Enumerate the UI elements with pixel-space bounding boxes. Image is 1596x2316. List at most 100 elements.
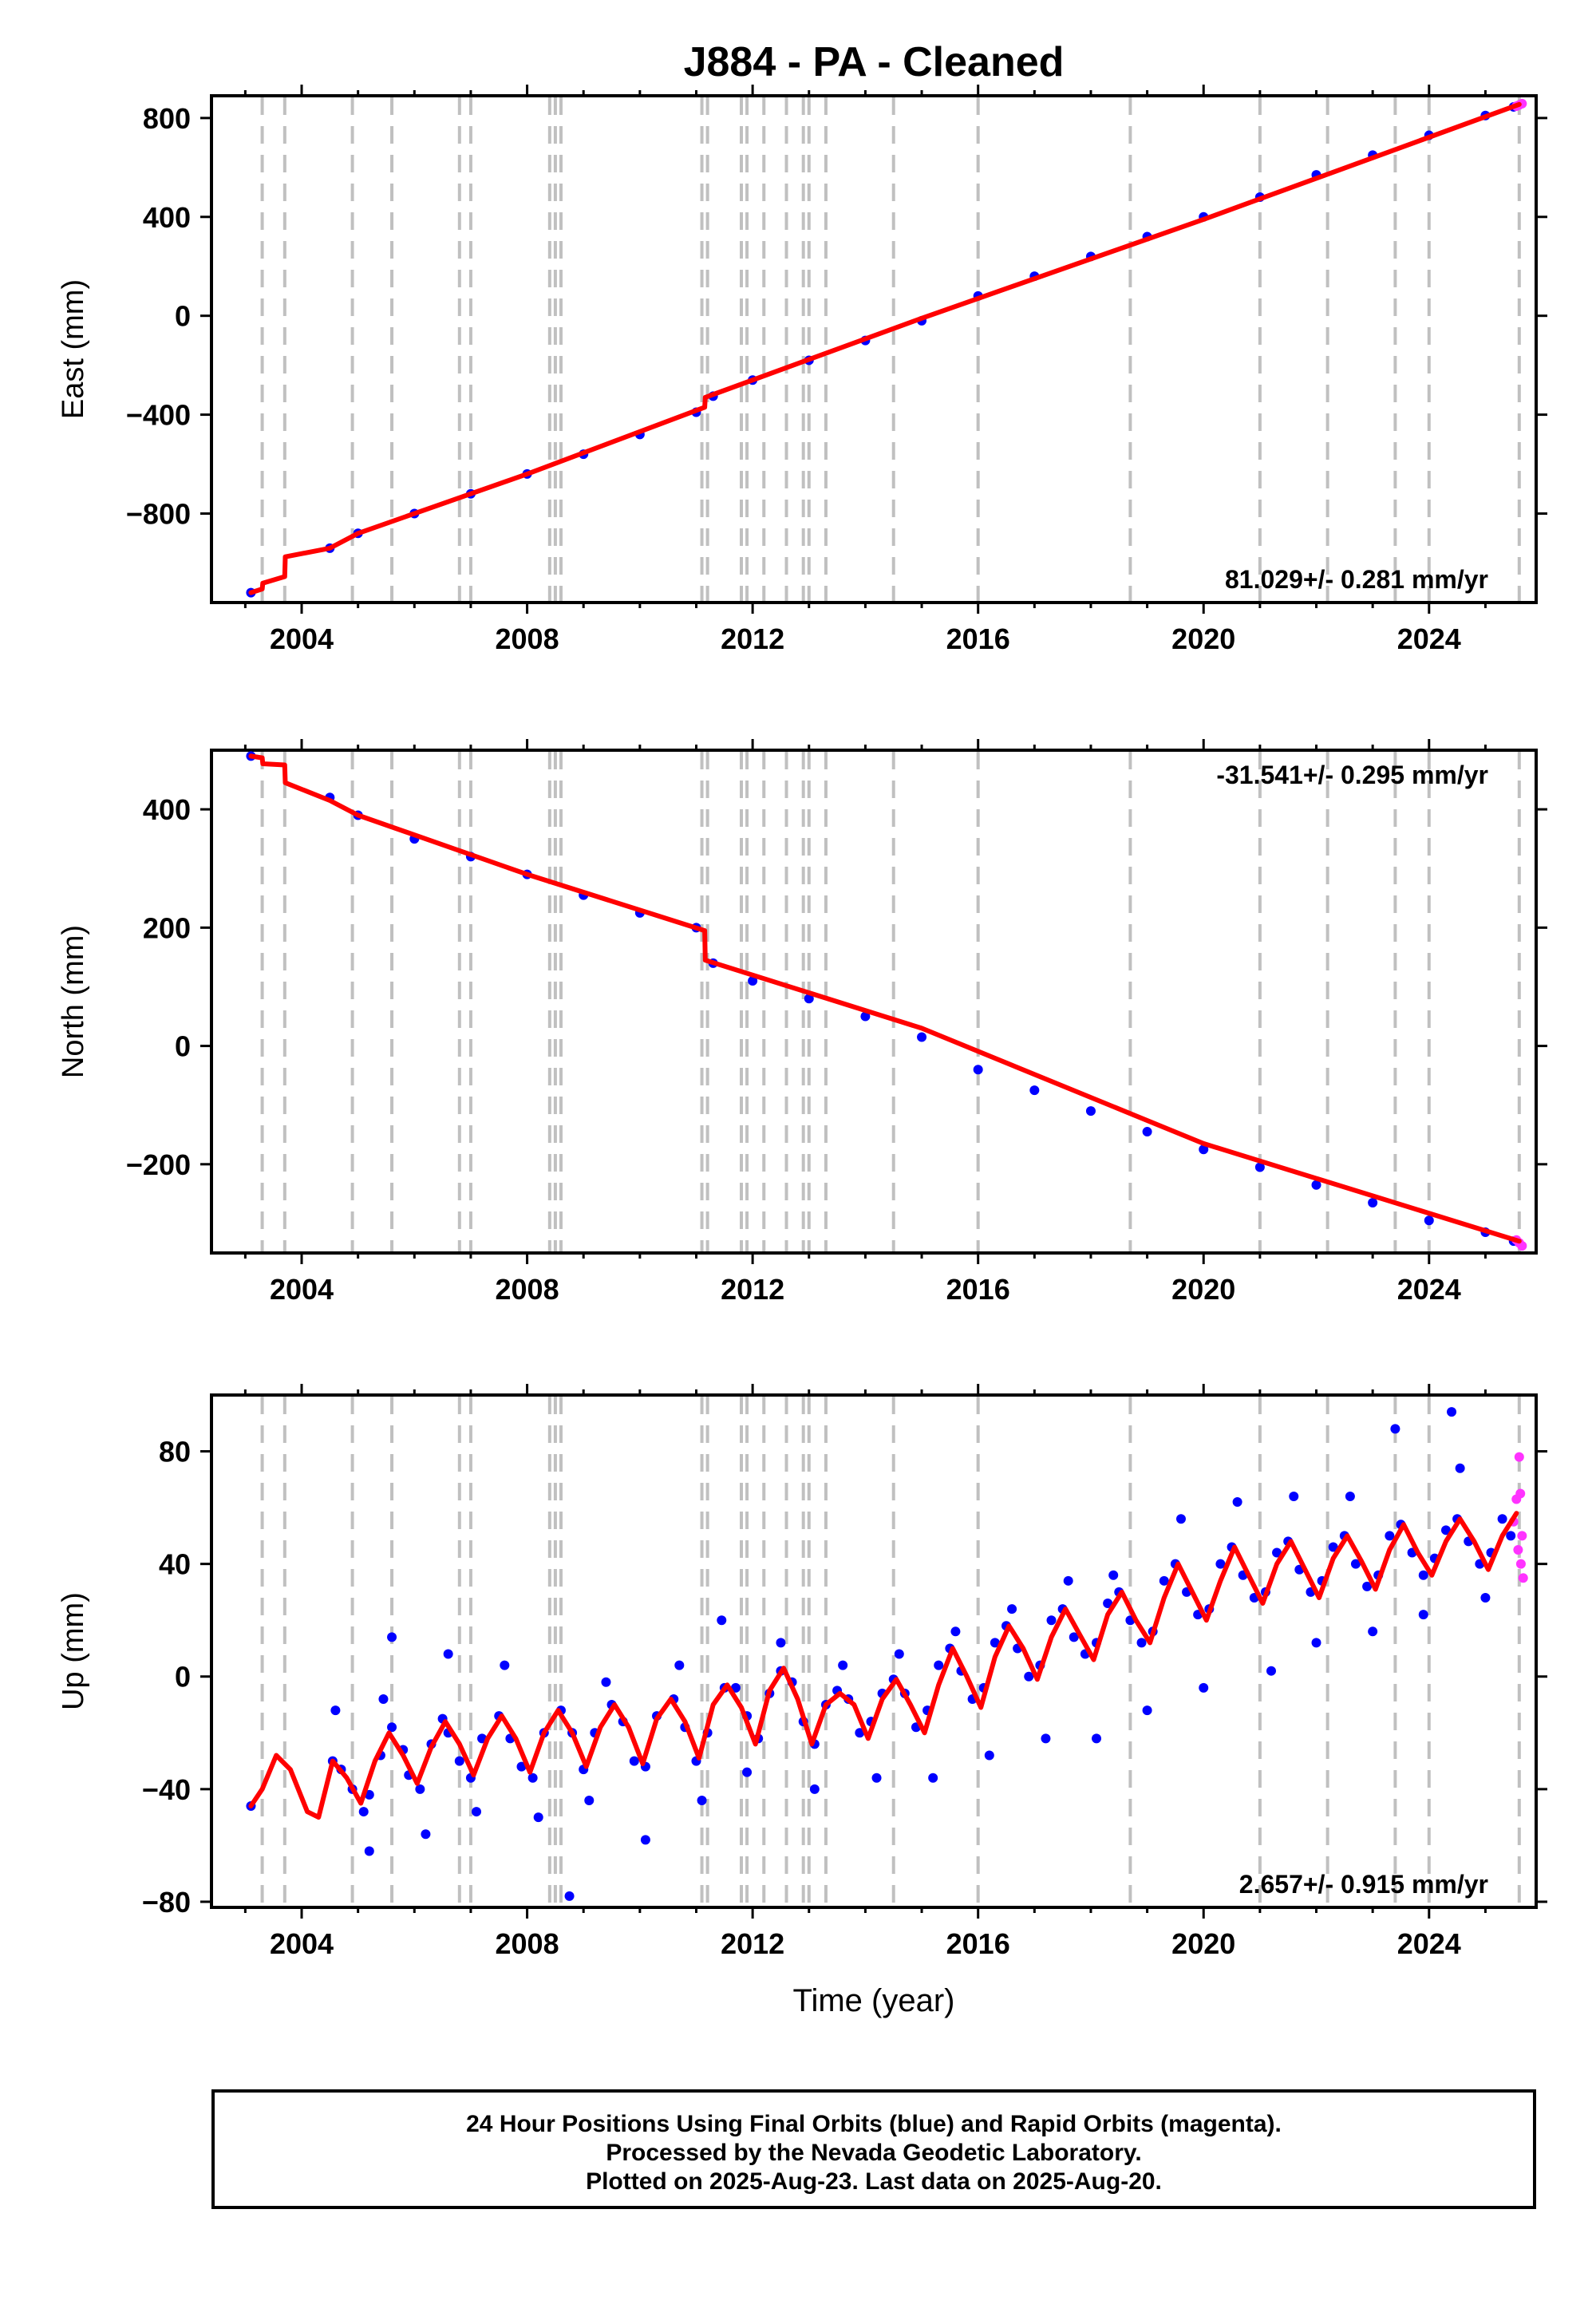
up-y-tick-label: −40 [142, 1773, 191, 1806]
up-final-point [1175, 1514, 1186, 1524]
north-final-point [1254, 1162, 1265, 1172]
up-final-point [640, 1835, 650, 1845]
north-y-tick-label: 200 [143, 911, 191, 944]
east-y-axis-label: East (mm) [57, 279, 90, 419]
east-x-tick-label: 2008 [496, 622, 559, 655]
up-x-tick-label: 2004 [270, 1927, 334, 1960]
north-final-point [1311, 1180, 1321, 1190]
up-final-point [1447, 1407, 1457, 1417]
up-final-point [1390, 1424, 1400, 1434]
north-final-point [748, 976, 758, 986]
up-x-tick-label: 2020 [1171, 1927, 1235, 1960]
north-step-lines [260, 752, 1521, 1251]
up-final-point [454, 1756, 464, 1766]
footer-info-box: 24 Hour Positions Using Final Orbits (bl… [211, 2089, 1536, 2209]
east-x-tick-label: 2016 [946, 622, 1010, 655]
north-panel: 2004 2008 2012 2016 2020 2024 −200 0 200 400 Nort… [57, 739, 1547, 1306]
up-final-point [717, 1615, 727, 1626]
up-final-point [990, 1638, 1000, 1648]
up-final-point [1311, 1638, 1321, 1648]
north-rate-label: -31.541+/- 0.295 mm/yr [1216, 761, 1488, 789]
up-final-point [697, 1795, 707, 1805]
up-panel: 2004 2008 2012 2016 2020 2024 −80 −40 0 40 80 Up (… [57, 1384, 1547, 1960]
up-model-line [248, 1511, 1519, 1820]
east-x-tick-label: 2012 [721, 622, 784, 655]
footer-line-2: Processed by the Nevada Geodetic Laborat… [606, 2140, 1142, 2166]
up-final-point [1385, 1531, 1395, 1541]
north-y-tick-label: 400 [143, 793, 191, 826]
east-y-tick-label: 800 [143, 102, 191, 135]
north-final-point [1029, 1085, 1040, 1096]
up-final-point [527, 1773, 538, 1783]
footer-line-3: Plotted on 2025-Aug-23. Last data on 202… [586, 2168, 1162, 2195]
up-final-points [246, 1407, 1516, 1901]
up-final-point [421, 1829, 431, 1840]
up-final-point [1345, 1491, 1355, 1501]
north-x-tick-label: 2012 [721, 1273, 784, 1306]
east-y-tick-label: −800 [126, 497, 191, 530]
up-final-point [601, 1677, 611, 1687]
up-y-tick-label: 0 [175, 1661, 191, 1694]
north-x-tick-label: 2024 [1397, 1273, 1461, 1306]
footer-line-1: 24 Hour Positions Using Final Orbits (bl… [466, 2111, 1282, 2137]
north-final-point [804, 994, 814, 1004]
up-final-point [1289, 1491, 1299, 1501]
up-final-point [415, 1784, 425, 1794]
up-final-point [1455, 1463, 1465, 1473]
east-model-polyline [248, 101, 1522, 595]
north-model-line [248, 753, 1522, 1244]
up-final-point [1069, 1632, 1079, 1642]
north-final-point [1199, 1144, 1209, 1155]
up-final-point [1506, 1531, 1516, 1541]
up-final-point [1199, 1682, 1209, 1693]
north-final-point [1368, 1198, 1378, 1207]
up-final-point [742, 1767, 753, 1777]
up-final-point [1046, 1615, 1057, 1626]
north-y-tick-label: −200 [126, 1148, 191, 1181]
north-final-point [973, 1065, 983, 1075]
east-x-tick-label: 2024 [1397, 622, 1461, 655]
east-y-tick-label: 0 [175, 300, 191, 333]
up-final-point [1362, 1581, 1373, 1591]
up-final-point [584, 1795, 595, 1805]
up-final-point [1108, 1570, 1119, 1580]
up-final-point [1350, 1559, 1361, 1569]
east-ticks: 2004 2008 2012 2016 2020 2024 −800 −400 0 400 800 [126, 85, 1547, 655]
up-final-point [1272, 1547, 1282, 1558]
figure-title: J884 - PA - Cleaned [684, 39, 1065, 85]
north-final-point [1424, 1215, 1434, 1226]
up-final-point [1232, 1497, 1242, 1508]
up-model-polyline [248, 1511, 1519, 1820]
up-final-point [674, 1660, 685, 1670]
north-x-tick-label: 2016 [946, 1273, 1010, 1306]
north-plot-frame [210, 749, 1538, 1255]
up-final-point [1215, 1559, 1226, 1569]
up-x-tick-label: 2024 [1397, 1927, 1461, 1960]
up-rapid-point [1514, 1452, 1524, 1462]
north-y-tick-label: 0 [175, 1030, 191, 1063]
up-rapid-point [1517, 1531, 1527, 1541]
up-final-point [564, 1891, 575, 1901]
up-rapid-point [1518, 1573, 1528, 1583]
up-final-point [1418, 1610, 1428, 1620]
east-x-tick-label: 2004 [270, 622, 334, 655]
up-y-tick-label: 40 [159, 1548, 191, 1581]
up-final-point [1007, 1604, 1017, 1614]
north-model-polyline [248, 753, 1522, 1244]
up-final-point [500, 1660, 510, 1670]
up-final-point [776, 1638, 786, 1648]
up-final-point [378, 1694, 389, 1704]
up-final-point [364, 1846, 374, 1856]
up-rate-label: 2.657+/- 0.915 mm/yr [1239, 1870, 1488, 1899]
north-x-tick-label: 2008 [496, 1273, 559, 1306]
up-final-point [1024, 1671, 1034, 1682]
up-final-point [443, 1649, 453, 1659]
up-plot-frame [210, 1393, 1538, 1909]
up-final-point [838, 1660, 848, 1670]
up-final-point [472, 1807, 481, 1817]
up-final-point [871, 1773, 882, 1783]
up-rapid-point [1515, 1559, 1526, 1569]
up-y-axis-label: Up (mm) [57, 1592, 90, 1710]
east-step-lines [260, 97, 1521, 601]
